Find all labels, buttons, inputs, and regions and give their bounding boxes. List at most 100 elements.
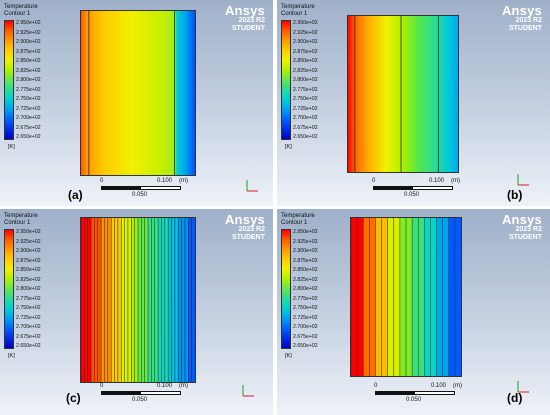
legend-tick-label: 2.825e+02 <box>16 276 41 283</box>
legend-tick-label: 2.675e+02 <box>293 333 318 340</box>
legend-tick-label: 2.950e+02 <box>293 20 318 26</box>
legend-tick-label: 2.700e+02 <box>16 115 41 121</box>
contour-band <box>144 218 149 382</box>
legend-colorbar <box>281 229 291 349</box>
contour-band <box>138 218 142 382</box>
legend-tick-label: 2.750e+02 <box>16 305 41 311</box>
legend-tick-label: 2.825e+02 <box>16 67 41 74</box>
legend-tick-label: 2.775e+02 <box>16 295 41 302</box>
contour-band <box>151 218 155 382</box>
legend-tick-label: 2.650e+02 <box>16 134 41 140</box>
contour-band <box>154 218 159 382</box>
legend-tick-label: 2.925e+02 <box>16 238 41 245</box>
scale-bar: 0 0.100 (m) 0.050 <box>100 383 188 403</box>
legend-tick-label: 2.925e+02 <box>293 29 318 36</box>
contour-band <box>124 218 129 382</box>
legend-title: Temperature Contour 1 <box>281 4 315 17</box>
legend-tick-label: 2.800e+02 <box>293 286 318 292</box>
legend-tick-label: 2.825e+02 <box>293 276 318 283</box>
legend-title: Temperature Contour 1 <box>281 213 315 226</box>
contour-band <box>454 218 461 376</box>
contour-band <box>161 218 166 382</box>
contour-band <box>168 218 172 382</box>
contour-panel-a: Temperature Contour 1 2.950e+02 2.925e+02 2… <box>0 0 273 206</box>
contour-band <box>430 218 437 376</box>
temperature-legend: 2.950e+02 2.925e+02 2.900e+02 2.875e+02 2.85… <box>281 20 341 150</box>
contour-band <box>141 218 145 382</box>
contour-panel-d: Temperature Contour 1 2.950e+02 2.925e+02 2… <box>277 209 550 415</box>
contour-band <box>101 218 105 382</box>
legend-tick-label: 2.850e+02 <box>293 267 318 273</box>
contour-band <box>442 218 449 376</box>
legend-colorbar <box>281 20 291 140</box>
legend-tick-label: 2.900e+02 <box>293 248 318 254</box>
contour-band <box>363 218 370 376</box>
contour-band <box>131 218 135 382</box>
axis-triad-icon <box>240 383 256 399</box>
contour-band <box>448 218 456 376</box>
legend-tick-label: 2.750e+02 <box>293 305 318 311</box>
temperature-legend: 2.950e+02 2.925e+02 2.900e+02 2.875e+02 2.85… <box>281 229 341 359</box>
legend-colorbar <box>4 229 14 349</box>
temperature-contour-b <box>347 15 459 173</box>
temperature-contour-d <box>350 217 462 377</box>
legend-tick-label: 2.850e+02 <box>16 58 41 64</box>
legend-unit: [K] <box>8 144 15 150</box>
legend-tick-label: 2.725e+02 <box>293 314 318 321</box>
temperature-legend: 2.950e+02 2.925e+02 2.900e+02 2.875e+02 2.85… <box>4 20 64 150</box>
legend-title: Temperature Contour 1 <box>4 4 38 17</box>
contour-band <box>181 218 186 382</box>
legend-title: Temperature Contour 1 <box>4 213 38 226</box>
legend-tick-label: 2.675e+02 <box>16 124 41 131</box>
contour-band <box>424 218 431 376</box>
legend-tick-label: 2.650e+02 <box>293 343 318 349</box>
scale-bar: 0 0.100 (m) 0.050 <box>372 178 460 198</box>
contour-band <box>436 218 443 376</box>
legend-tick-label: 2.875e+02 <box>16 48 41 55</box>
contour-band <box>87 218 92 382</box>
contour-band <box>191 218 195 382</box>
contour-band <box>114 218 119 382</box>
contour-band <box>393 218 401 376</box>
contour-band <box>178 218 182 382</box>
legend-tick-label: 2.800e+02 <box>293 77 318 83</box>
legend-tick-label: 2.725e+02 <box>16 314 41 321</box>
contour-band <box>97 218 102 382</box>
legend-tick-label: 2.925e+02 <box>16 29 41 36</box>
legend-unit: [K] <box>8 353 15 359</box>
contour-band <box>94 218 98 382</box>
contour-band <box>121 218 125 382</box>
temperature-legend: 2.950e+02 2.925e+02 2.900e+02 2.875e+02 2.85… <box>4 229 64 359</box>
legend-tick-label: 2.775e+02 <box>293 295 318 302</box>
contour-band <box>188 218 192 382</box>
contour-band <box>399 218 407 376</box>
legend-tick-label: 2.875e+02 <box>16 257 41 264</box>
legend-tick-label: 2.800e+02 <box>16 77 41 83</box>
legend-tick-label: 2.725e+02 <box>16 105 41 112</box>
contour-band <box>107 218 112 382</box>
contour-band <box>148 218 152 382</box>
panel-label-a: (a) <box>68 188 83 202</box>
legend-tick-label: 2.900e+02 <box>293 39 318 45</box>
contour-band <box>158 218 162 382</box>
legend-tick-label: 2.725e+02 <box>293 105 318 112</box>
panel-label-d: (d) <box>507 391 523 405</box>
contour-panel-c: Temperature Contour 1 2.950e+02 2.925e+02 2… <box>0 209 273 415</box>
scale-bar: 0 0.100 (m) 0.050 <box>100 178 188 198</box>
contour-band <box>81 218 85 382</box>
ansys-logo: Ansys 2023 R2 STUDENT <box>224 3 265 32</box>
scale-bar: 0 0.100 (m) 0.050 <box>374 383 462 403</box>
contour-band <box>418 218 425 376</box>
legend-colorbar <box>4 20 14 140</box>
axis-triad-icon <box>515 379 531 395</box>
contour-band <box>164 218 169 382</box>
legend-tick-label: 2.700e+02 <box>16 324 41 330</box>
contour-band <box>184 218 189 382</box>
legend-unit: [K] <box>285 353 292 359</box>
legend-tick-label: 2.900e+02 <box>16 248 41 254</box>
ansys-logo: Ansys 2023 R2 STUDENT <box>501 3 542 32</box>
contour-band <box>117 218 122 382</box>
legend-tick-label: 2.650e+02 <box>293 134 318 140</box>
legend-tick-label: 2.750e+02 <box>293 96 318 102</box>
legend-tick-label: 2.675e+02 <box>293 124 318 131</box>
